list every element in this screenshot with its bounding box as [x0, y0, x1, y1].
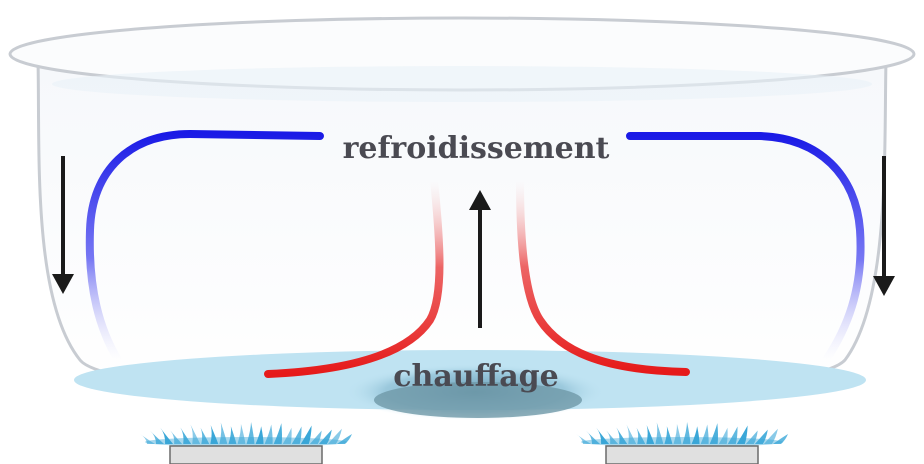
burner-base-right: [605, 445, 759, 464]
flame-tongue: [237, 424, 246, 444]
arrow-up-icon: [469, 190, 491, 210]
cooling-current-right: [626, 132, 865, 364]
flame-tongue: [210, 425, 219, 444]
flame-tongue: [682, 422, 691, 444]
flame-tongue: [264, 424, 273, 444]
heating-label: chauffage: [393, 359, 558, 394]
cooling-label: refroidissement: [343, 131, 610, 166]
flame-icon: [140, 422, 352, 447]
flame-tongue: [150, 430, 165, 444]
flame-tongue: [718, 427, 728, 444]
arrow-down-icon: [873, 276, 895, 296]
arrow-up-center: [469, 190, 491, 328]
flame-tongue: [616, 427, 628, 444]
flame-tongue: [646, 425, 655, 444]
flame-base-glow: [145, 437, 347, 447]
flame-tongue: [586, 430, 601, 444]
flame-tongue: [190, 424, 201, 444]
flame-tongue: [291, 426, 302, 444]
arrow-down-left: [52, 156, 74, 294]
flame-tongue: [327, 428, 342, 444]
flame-tongue: [709, 423, 719, 444]
flame-icon: [576, 422, 788, 447]
flame-tongue: [745, 430, 758, 444]
flame-tongue: [664, 426, 673, 444]
burner-left: [140, 422, 352, 464]
flame-tongue: [219, 422, 228, 444]
flame-tongue: [200, 427, 210, 444]
flame-tongue: [160, 427, 174, 444]
water-hotspot-core: [374, 382, 582, 418]
burner-base-left: [169, 445, 323, 464]
flame-tongue: [691, 426, 700, 444]
flame-tongue: [337, 434, 352, 444]
flame-tongue: [309, 430, 322, 444]
flame-tongue: [736, 425, 748, 444]
flame-tongue: [255, 426, 264, 444]
cooling-current: [85, 129, 865, 364]
flame-tongue: [626, 424, 637, 444]
heating-current-right: [516, 176, 690, 376]
flame-tongue: [300, 425, 312, 444]
flame-tongue: [140, 434, 155, 444]
flame-tongue: [282, 427, 292, 444]
flame-tongue: [655, 422, 664, 444]
flame-tongue: [673, 424, 682, 444]
pot: [8, 16, 916, 399]
arrow-down-right: [873, 156, 895, 296]
flame-tongue: [763, 428, 778, 444]
arrow-down-icon: [52, 274, 74, 294]
pot-rim-inner-shade: [52, 66, 872, 102]
flame-tongue: [246, 422, 255, 444]
cooling-current-left: [85, 129, 324, 364]
heating-current: [264, 176, 690, 378]
pot-body: [36, 59, 888, 399]
burner-right: [576, 422, 788, 464]
flame-tongue: [273, 423, 283, 444]
flame-tongue: [576, 434, 591, 444]
flame-tongue: [700, 424, 709, 444]
heating-current-left: [264, 176, 444, 378]
flame-tongue: [773, 434, 788, 444]
flame-tongue: [180, 427, 192, 444]
flame-tongue: [754, 429, 768, 444]
flame-base-glow: [581, 437, 783, 447]
flame-tongue: [318, 429, 332, 444]
flame-tongue: [606, 430, 619, 444]
flame-tongue: [228, 426, 237, 444]
flame-tongue: [596, 427, 610, 444]
flame-tongue: [170, 430, 183, 444]
flame-tongue: [636, 427, 646, 444]
flame-tongue: [727, 426, 738, 444]
